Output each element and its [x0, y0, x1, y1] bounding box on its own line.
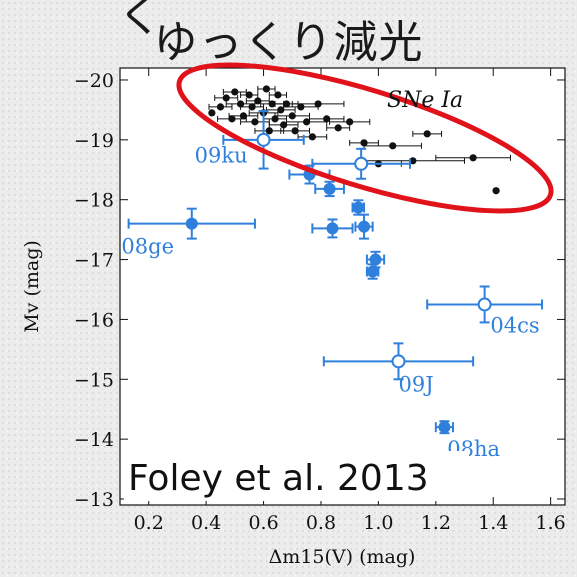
snia-point — [334, 124, 342, 132]
credit-text: Foley et al. 2013 — [128, 458, 429, 499]
snia-point — [228, 115, 236, 123]
snia-point — [251, 118, 259, 126]
snia-point — [265, 127, 273, 135]
y-tick-label: −20 — [74, 70, 114, 92]
sniax-point — [369, 253, 382, 266]
axis-ticks: 0.2 0.4 0.6 0.8 1.0 1.2 1.4 1.6 −13 −14 −15 −16 −17 −… — [74, 68, 566, 534]
snia-point — [389, 142, 397, 150]
snia-point — [314, 100, 322, 108]
snia-point — [274, 91, 282, 99]
x-tick-label: 1.4 — [478, 512, 508, 534]
snia-point — [469, 154, 477, 162]
x-tick-label: 0.2 — [134, 512, 164, 534]
series-sniax — [127, 110, 544, 435]
y-axis-title: Mv (mag) — [21, 240, 43, 333]
x-tick-label: 1.2 — [421, 512, 451, 534]
sniax-point — [358, 220, 371, 233]
sniax-point — [326, 222, 339, 235]
sniax-point — [323, 182, 336, 195]
plot-area — [119, 67, 566, 506]
snia-point — [423, 130, 431, 138]
x-tick-label: 0.4 — [191, 512, 221, 534]
y-tick-label: −18 — [74, 190, 114, 212]
sniax-point-open — [391, 354, 406, 369]
snia-point — [268, 100, 276, 108]
sniax-point — [352, 201, 365, 214]
sn-label-09j: 09J — [398, 372, 433, 396]
heading-partial-line: く — [118, 0, 162, 42]
snia-point — [323, 115, 331, 123]
snia-point — [288, 112, 296, 120]
snia-point — [216, 103, 225, 111]
sniax-point-open — [256, 132, 271, 147]
slide-heading: ゆっくり減光 — [153, 17, 424, 68]
highlight-ellipse — [176, 62, 554, 214]
sn-label-04cs: 04cs — [490, 314, 539, 338]
sn-label-09ku: 09ku — [195, 144, 248, 168]
snia-point — [239, 112, 248, 120]
y-tick-label: −16 — [74, 309, 114, 331]
snia-point — [409, 157, 417, 165]
snia-point — [208, 109, 216, 117]
snia-point — [303, 118, 311, 126]
x-tick-label: 0.8 — [306, 512, 336, 534]
sniax-point — [185, 217, 198, 230]
snia-point — [308, 133, 316, 141]
y-tick-label: −13 — [74, 489, 114, 511]
y-tick-label: −15 — [74, 369, 114, 391]
snia-point — [291, 127, 299, 135]
snia-point — [277, 106, 285, 114]
sn-label-08ge: 08ge — [121, 235, 174, 259]
snia-point — [254, 97, 262, 105]
y-tick-label: −14 — [74, 429, 114, 451]
x-tick-label: 1.6 — [536, 512, 566, 534]
sniax-point-open — [477, 297, 492, 312]
y-tick-label: −19 — [74, 130, 114, 152]
snia-point — [248, 103, 256, 111]
snia-point — [280, 121, 288, 129]
snia-point — [231, 88, 239, 96]
y-tick-label: −17 — [74, 250, 114, 272]
snia-point — [262, 85, 271, 93]
x-tick-label: 1.0 — [363, 512, 393, 534]
sniax-point — [438, 421, 451, 434]
snia-point — [245, 91, 253, 99]
credit-box — [124, 451, 469, 501]
snia-point — [222, 94, 230, 102]
sniax-point-open — [354, 156, 369, 171]
snia-point — [492, 187, 500, 195]
x-tick-label: 0.6 — [248, 512, 278, 534]
snia-label: SNe Ia — [387, 88, 463, 113]
snia-point — [346, 118, 354, 126]
snia-point — [297, 103, 305, 111]
sniax-point — [366, 265, 379, 278]
snia-point — [282, 100, 291, 108]
x-axis-title: Δm15(V) (mag) — [269, 546, 416, 568]
